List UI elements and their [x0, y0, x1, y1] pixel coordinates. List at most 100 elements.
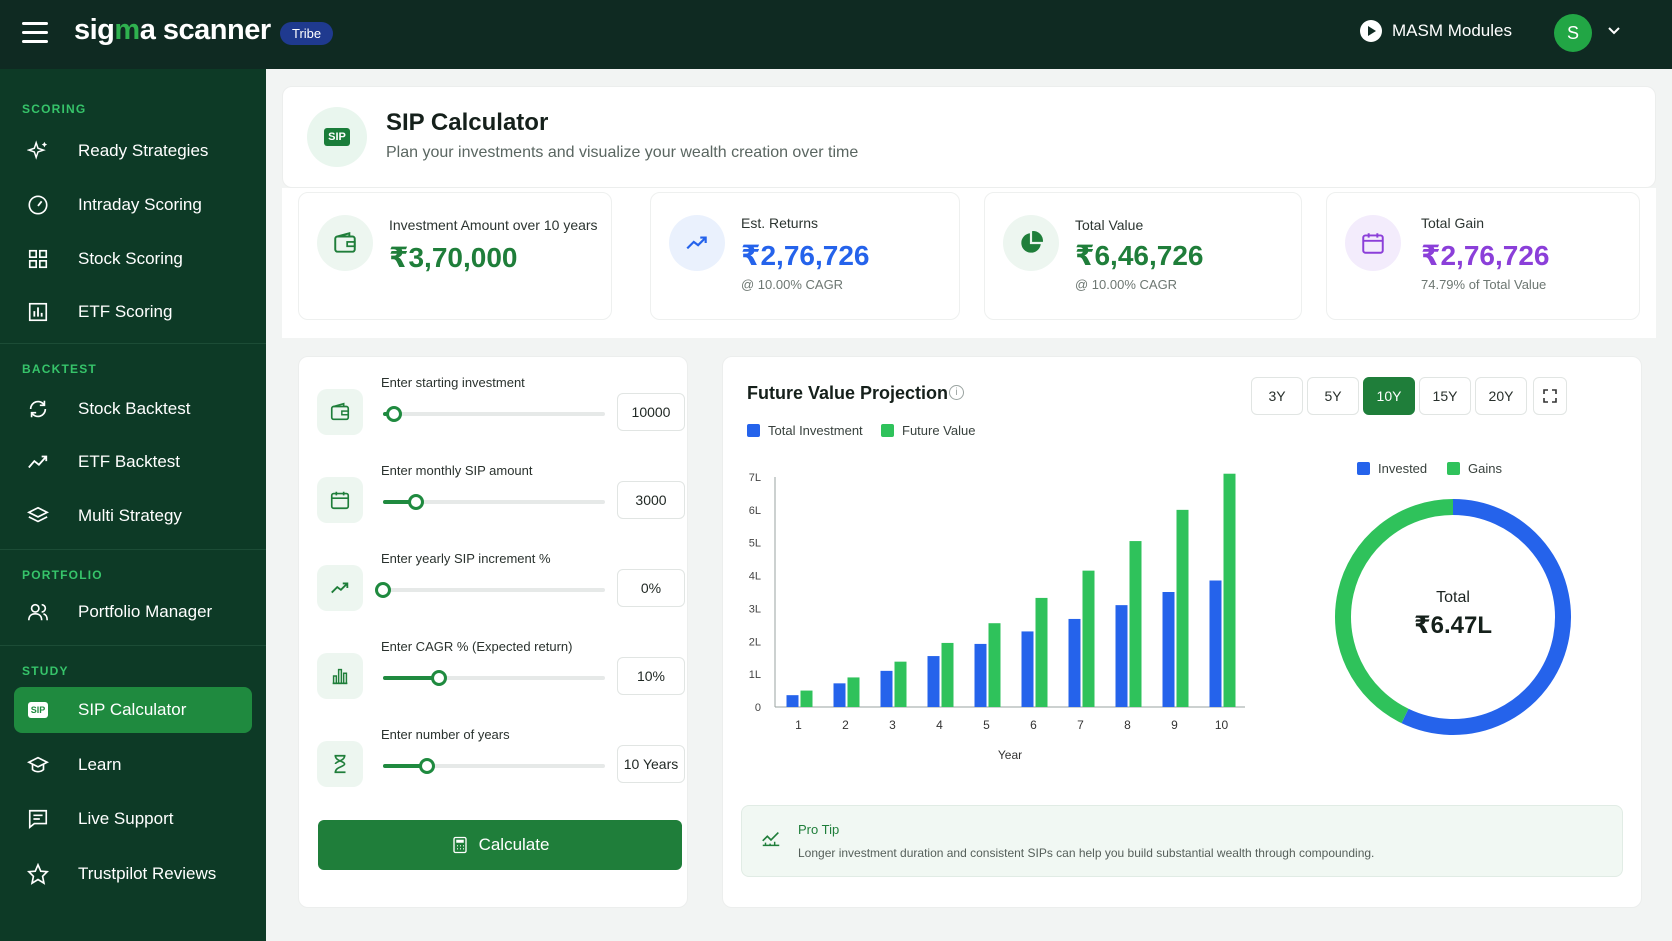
- menu-icon[interactable]: [22, 22, 48, 44]
- input-slider[interactable]: [383, 494, 605, 510]
- bar-total-investment[interactable]: [1209, 580, 1222, 708]
- sidebar-item-live-support[interactable]: Live Support: [14, 796, 252, 842]
- line-chart-icon: [26, 450, 50, 474]
- sidebar-item-stock-scoring[interactable]: Stock Scoring: [14, 236, 252, 282]
- masm-modules-label: MASM Modules: [1392, 21, 1512, 40]
- sidebar-item-sip-calculator[interactable]: SIP SIP Calculator: [14, 687, 252, 733]
- input-slider[interactable]: [383, 406, 605, 422]
- donut-total-value: ₹6.47L: [1413, 612, 1493, 639]
- avatar[interactable]: S: [1554, 14, 1592, 52]
- expand-button[interactable]: [1533, 377, 1567, 415]
- page-header: SIP SIP Calculator Plan your investments…: [282, 86, 1656, 188]
- bar-total-investment[interactable]: [1162, 592, 1175, 707]
- stat-label: Investment Amount over 10 years: [389, 217, 598, 233]
- range-3y-button[interactable]: 3Y: [1251, 377, 1303, 415]
- slider-handle[interactable]: [386, 406, 403, 422]
- bar-future-value[interactable]: [1082, 570, 1095, 707]
- brand-logo[interactable]: sigma scanner: [74, 14, 271, 46]
- bar-future-value[interactable]: [1223, 473, 1236, 707]
- chevron-down-icon[interactable]: [1606, 22, 1622, 43]
- sidebar-item-intraday-scoring[interactable]: Intraday Scoring: [14, 182, 252, 228]
- sidebar-item-etf-scoring[interactable]: ETF Scoring: [14, 289, 252, 335]
- bar-future-value[interactable]: [1176, 509, 1189, 707]
- calendar-icon: [1345, 215, 1401, 271]
- bar-future-value[interactable]: [800, 690, 813, 707]
- range-5y-button[interactable]: 5Y: [1307, 377, 1359, 415]
- input-label: Enter number of years: [381, 727, 510, 742]
- divider: [0, 549, 266, 550]
- input-value-field[interactable]: 10 Years: [617, 745, 685, 783]
- bar-total-investment[interactable]: [927, 656, 940, 707]
- x-tick-label: 8: [1124, 718, 1131, 732]
- star-icon: [26, 862, 50, 886]
- section-title-backtest: BACKTEST: [22, 362, 97, 376]
- donut-slice-gains[interactable]: [1335, 499, 1454, 724]
- sidebar-item-portfolio-manager[interactable]: Portfolio Manager: [14, 589, 252, 635]
- page-subtitle: Plan your investments and visualize your…: [386, 144, 859, 161]
- bar-future-value[interactable]: [894, 661, 907, 707]
- bar-total-investment[interactable]: [833, 683, 846, 707]
- bar-total-investment[interactable]: [1115, 605, 1128, 707]
- pie-chart-icon: [1003, 215, 1059, 271]
- input-value-field[interactable]: 10%: [617, 657, 685, 695]
- divider: [0, 645, 266, 646]
- masm-modules-button[interactable]: MASM Modules: [1360, 20, 1512, 42]
- section-title-portfolio: PORTFOLIO: [22, 568, 103, 582]
- sidebar-item-learn[interactable]: Learn: [14, 742, 252, 788]
- bar-future-value[interactable]: [988, 623, 1001, 707]
- sidebar-item-trustpilot-reviews[interactable]: Trustpilot Reviews: [14, 851, 252, 897]
- input-row: Enter number of years 10 Years: [317, 727, 685, 807]
- slider-handle[interactable]: [430, 670, 447, 686]
- stat-value: ₹3,70,000: [389, 242, 518, 273]
- sidebar-item-label: Ready Strategies: [78, 141, 209, 160]
- info-icon[interactable]: i: [949, 385, 964, 400]
- tribe-badge: Tribe: [280, 22, 334, 45]
- input-value-field[interactable]: 0%: [617, 569, 685, 607]
- sidebar-item-stock-backtest[interactable]: Stock Backtest: [14, 386, 252, 432]
- input-slider[interactable]: [383, 670, 605, 686]
- stat-value: ₹2,76,726: [741, 240, 870, 271]
- bar-future-value[interactable]: [1129, 541, 1142, 707]
- input-slider[interactable]: [375, 582, 605, 598]
- sidebar-item-label: Trustpilot Reviews: [78, 864, 217, 883]
- sidebar-item-etf-backtest[interactable]: ETF Backtest: [14, 439, 252, 485]
- pro-tip-title: Pro Tip: [798, 822, 840, 837]
- donut-slice-invested[interactable]: [1401, 499, 1571, 735]
- y-tick-label: 3L: [749, 603, 761, 615]
- range-10y-button[interactable]: 10Y: [1363, 377, 1415, 415]
- legend-total-investment: Total Investment: [747, 423, 863, 438]
- slider-handle[interactable]: [419, 758, 436, 774]
- stat-value: ₹2,76,726: [1421, 240, 1550, 271]
- bar-total-investment[interactable]: [786, 695, 799, 707]
- wallet-icon: [317, 215, 373, 271]
- refresh-icon: [26, 397, 50, 421]
- bar-total-investment[interactable]: [880, 670, 893, 707]
- stat-label: Total Gain: [1421, 215, 1485, 231]
- sidebar-item-multi-strategy[interactable]: Multi Strategy: [14, 493, 252, 539]
- bar-future-value[interactable]: [847, 677, 860, 707]
- bar-total-investment[interactable]: [974, 643, 987, 707]
- range-20y-button[interactable]: 20Y: [1475, 377, 1527, 415]
- projection-title: Future Value Projection: [747, 383, 949, 403]
- bar-future-value[interactable]: [941, 642, 954, 707]
- sidebar-item-ready-strategies[interactable]: Ready Strategies: [14, 128, 252, 174]
- grid-icon: [26, 247, 50, 271]
- x-tick-label: 7: [1077, 718, 1084, 732]
- bar-total-investment[interactable]: [1068, 618, 1081, 707]
- sidebar-item-label: Multi Strategy: [78, 506, 182, 525]
- bar-total-investment[interactable]: [1021, 631, 1034, 707]
- calculate-button[interactable]: Calculate: [318, 820, 682, 870]
- top-bar: sigma scanner Tribe MASM Modules S: [0, 0, 1672, 69]
- slider-handle[interactable]: [408, 494, 425, 510]
- stat-card-investment: Investment Amount over 10 years ₹3,70,00…: [298, 192, 612, 320]
- input-label: Enter CAGR % (Expected return): [381, 639, 573, 654]
- x-axis-label: Year: [998, 748, 1022, 762]
- range-15y-button[interactable]: 15Y: [1419, 377, 1471, 415]
- bar-future-value[interactable]: [1035, 597, 1048, 707]
- sparkle-icon: [26, 139, 50, 163]
- sidebar-item-label: Intraday Scoring: [78, 195, 202, 214]
- input-value-field[interactable]: 10000: [617, 393, 685, 431]
- slider-handle[interactable]: [375, 582, 391, 598]
- input-slider[interactable]: [383, 758, 605, 774]
- input-value-field[interactable]: 3000: [617, 481, 685, 519]
